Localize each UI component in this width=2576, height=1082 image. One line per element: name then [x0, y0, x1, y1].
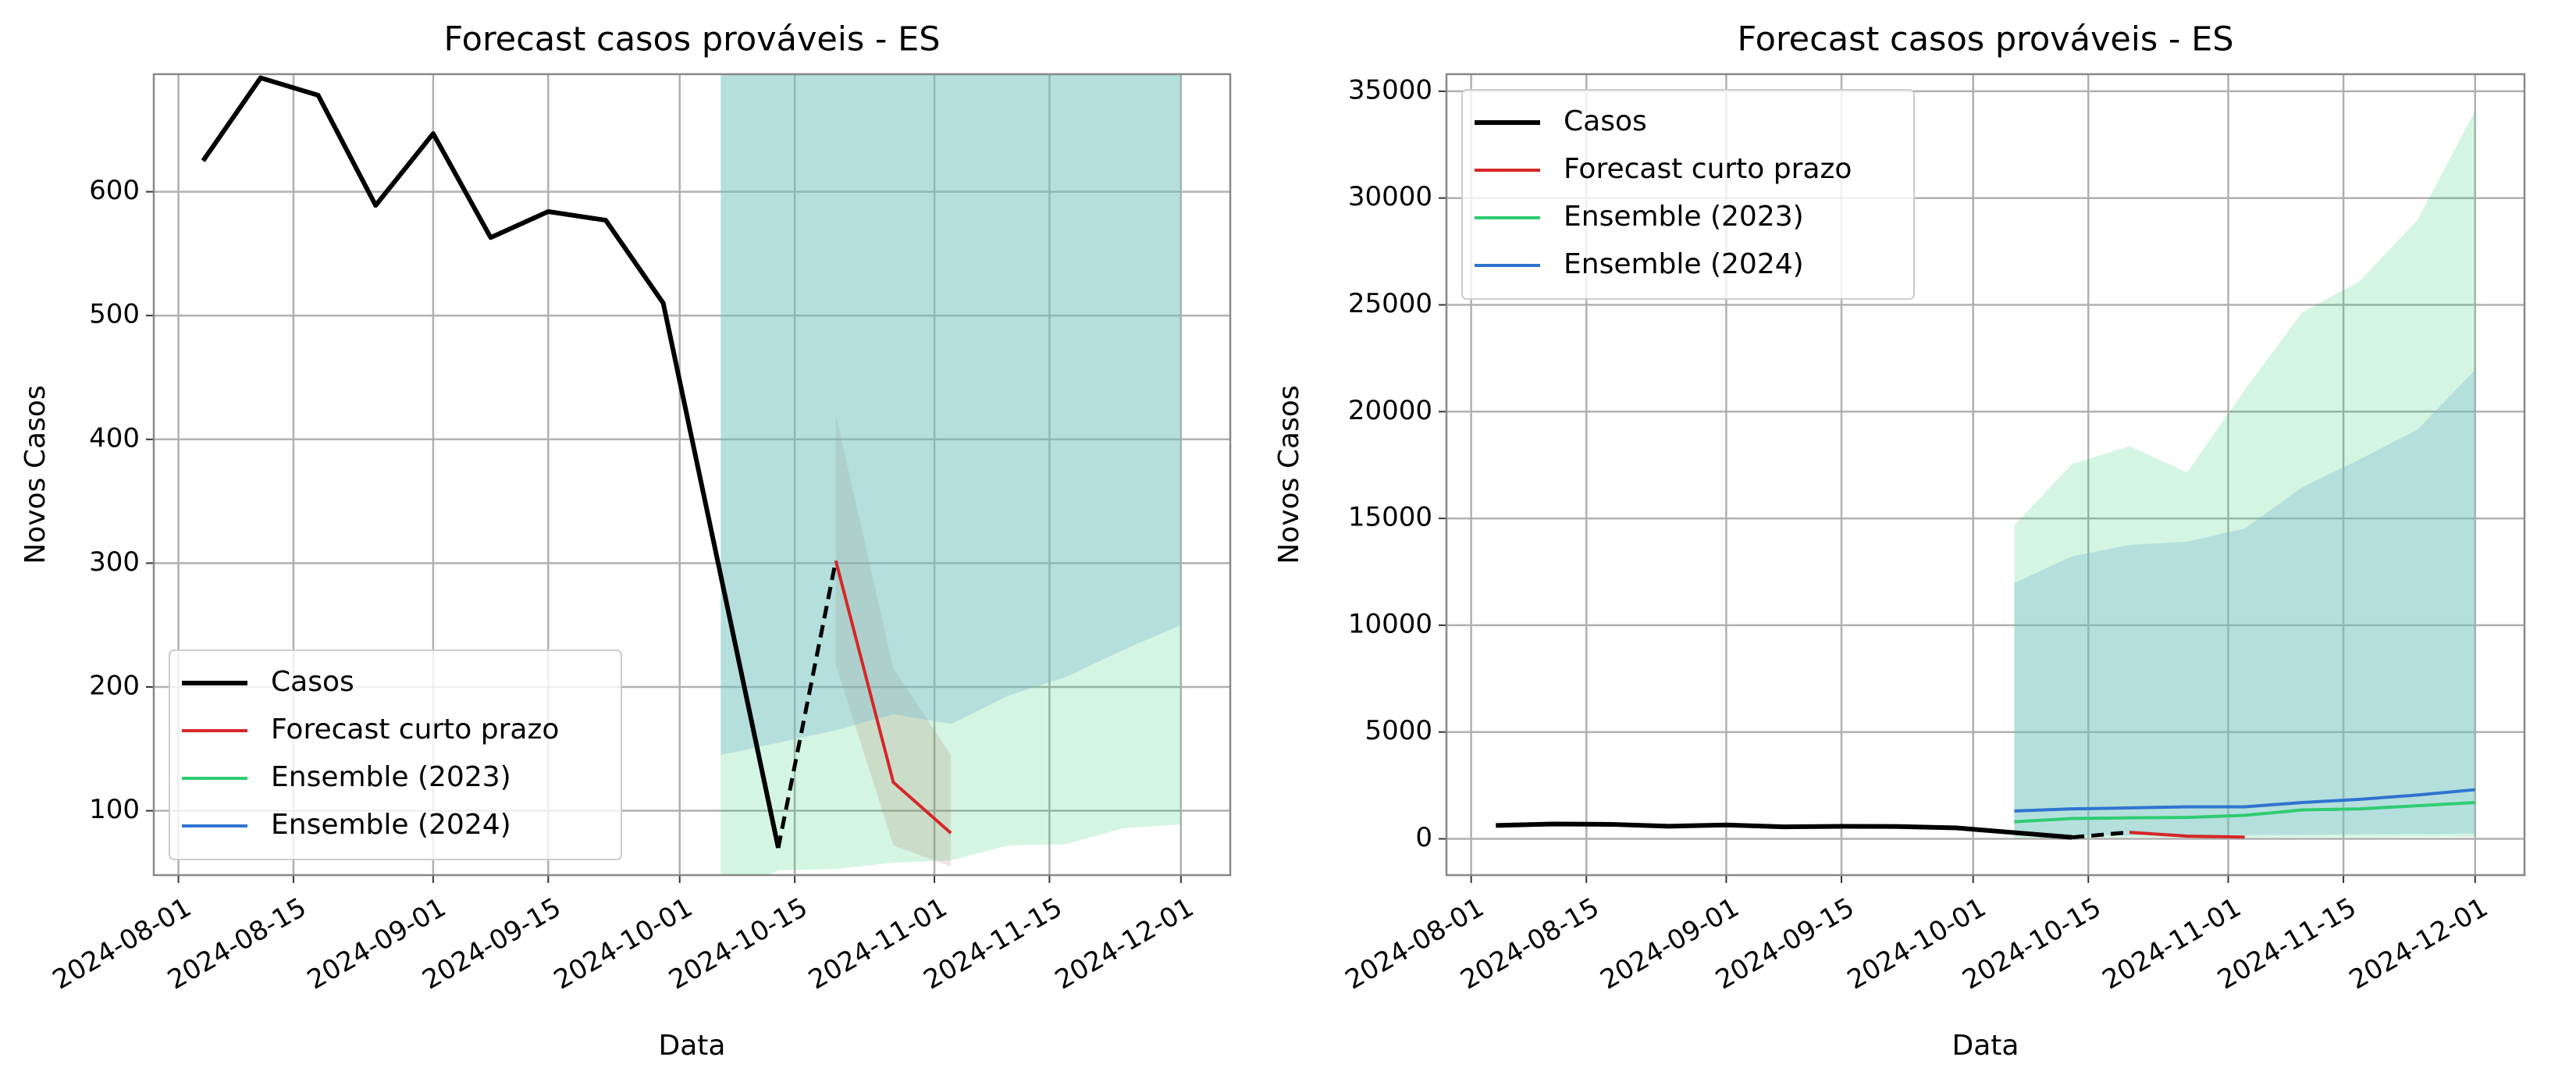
- y-tick-label: 10000: [1348, 608, 1432, 639]
- confidence-band: [835, 415, 952, 867]
- legend-label: Casos: [1564, 105, 1647, 137]
- subplot: 2024-08-012024-08-152024-09-012024-09-15…: [1273, 20, 2526, 1062]
- y-tick-label: 20000: [1348, 395, 1432, 426]
- confidence-band: [2014, 111, 2475, 838]
- confidence-band: [720, 74, 1181, 875]
- confidence-band: [720, 74, 1181, 756]
- chart-title: Forecast casos prováveis - ES: [1737, 20, 2233, 59]
- series-line: [834, 560, 952, 835]
- y-tick-label: 500: [89, 299, 140, 330]
- plot-area: [201, 74, 1181, 875]
- series-line: [201, 75, 781, 849]
- legend-label: Casos: [271, 666, 354, 698]
- legend-label: Ensemble (2024): [271, 809, 511, 841]
- legend-label: Forecast curto prazo: [1564, 153, 1852, 185]
- y-tick-label: 0: [1415, 822, 1432, 853]
- y-tick-label: 400: [89, 422, 140, 454]
- y-axis-label: Novos Casos: [20, 385, 52, 564]
- x-axis-label: Data: [1952, 1030, 2019, 1062]
- series-line: [2014, 788, 2475, 813]
- y-tick-label: 200: [89, 670, 140, 701]
- axes-frame: [152, 73, 1232, 877]
- y-tick-label: 35000: [1348, 74, 1432, 105]
- legend-label: Ensemble (2023): [1564, 201, 1804, 233]
- legend: Casos Forecast curto prazo Ensemble (2023)…: [1461, 89, 1915, 300]
- y-tick-label: 100: [89, 794, 140, 825]
- series-line: [2129, 831, 2245, 839]
- legend-box: [1461, 89, 1915, 300]
- connector: [776, 560, 838, 849]
- subplot: 2024-08-012024-08-152024-09-012024-09-15…: [20, 20, 1232, 1062]
- y-tick-label: 25000: [1348, 288, 1432, 319]
- y-tick-label: 5000: [1364, 715, 1432, 746]
- y-tick-label: 600: [89, 175, 140, 206]
- connector: [2071, 830, 2130, 840]
- x-tick-label: 2024-12-01: [2344, 892, 2493, 995]
- legend-box: [169, 650, 622, 860]
- plot-area: [1496, 111, 2475, 840]
- legend: Casos Forecast curto prazo Ensemble (2023)…: [169, 650, 622, 860]
- x-tick-label: 2024-12-01: [1050, 892, 1199, 995]
- y-tick-label: 15000: [1348, 502, 1432, 533]
- axes-frame: [1445, 73, 2526, 877]
- series-line: [2014, 800, 2475, 824]
- chart-title: Forecast casos prováveis - ES: [443, 20, 940, 59]
- y-tick-label: 300: [89, 546, 140, 578]
- legend-label: Forecast curto prazo: [271, 714, 559, 746]
- series-line: [1496, 821, 2073, 840]
- legend-label: Ensemble (2024): [1564, 248, 1804, 280]
- x-axis-label: Data: [659, 1030, 726, 1062]
- y-tick-label: 30000: [1348, 181, 1432, 212]
- legend-label: Ensemble (2023): [271, 761, 511, 793]
- y-axis-label: Novos Casos: [1273, 385, 1305, 564]
- confidence-band: [2014, 369, 2475, 836]
